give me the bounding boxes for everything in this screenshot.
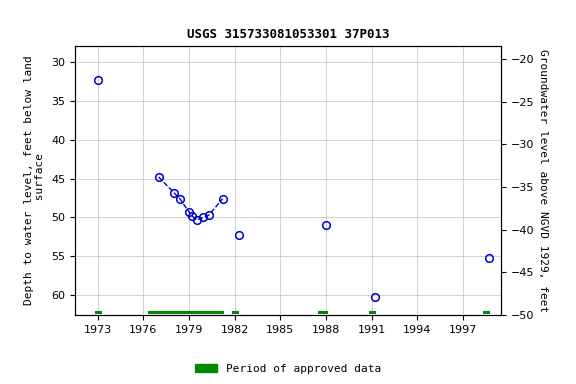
- Bar: [232, 311, 239, 314]
- Bar: [369, 311, 376, 314]
- Legend: Period of approved data: Period of approved data: [191, 359, 385, 379]
- Bar: [148, 311, 224, 314]
- Bar: [319, 311, 328, 314]
- Y-axis label: Groundwater level above NGVD 1929, feet: Groundwater level above NGVD 1929, feet: [538, 49, 548, 312]
- Bar: [94, 311, 103, 314]
- Bar: [483, 311, 491, 314]
- Title: USGS 315733081053301 37P013: USGS 315733081053301 37P013: [187, 28, 389, 41]
- Y-axis label: Depth to water level, feet below land
 surface: Depth to water level, feet below land su…: [24, 56, 46, 305]
